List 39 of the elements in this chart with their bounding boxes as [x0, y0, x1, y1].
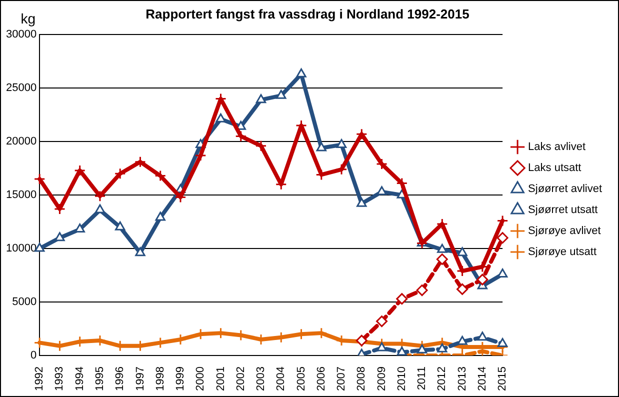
x-tick-label: 2007 [336, 366, 348, 392]
x-tick-label: 2004 [275, 366, 288, 392]
x-tick-label: 1996 [114, 366, 126, 392]
legend-label: Laks avlivet [528, 141, 586, 154]
x-tick-label: 1994 [74, 366, 86, 392]
x-tick-label: 2013 [456, 366, 468, 392]
x-tick-label: 2008 [356, 366, 368, 392]
x-tick-label: 2014 [476, 366, 488, 392]
x-tick-label: 2005 [295, 366, 308, 392]
chart-title: Rapportert fangst fra vassdrag i Nordland 1992-2015 [146, 6, 470, 22]
x-tick-label: 1997 [134, 366, 146, 392]
y-tick-label: 15000 [6, 189, 37, 202]
x-tick-label: 2002 [234, 366, 247, 392]
y-tick-label: 20000 [6, 136, 37, 148]
x-tick-label: 2001 [214, 366, 227, 392]
x-tick-label: 2009 [376, 366, 388, 392]
x-tick-label: 1992 [34, 366, 46, 392]
legend-label: Laks utsatt [528, 162, 582, 174]
legend-label: Sjørøye utsatt [528, 246, 597, 258]
y-tick-label: 5000 [12, 296, 37, 308]
y-tick-label: 25000 [6, 82, 37, 94]
x-tick-label: 2015 [496, 366, 509, 392]
legend-label: Sjøørret avlivet [528, 183, 602, 196]
x-tick-label: 2010 [396, 366, 408, 392]
y-tick-label: 30000 [6, 28, 37, 41]
x-tick-label: 2012 [436, 366, 448, 392]
y-tick-label: 10000 [6, 242, 37, 255]
y-tick-label: 0 [30, 350, 37, 362]
x-tick-label: 2011 [416, 366, 428, 390]
x-tick-label: 2000 [194, 366, 207, 392]
x-tick-label: 1993 [54, 366, 66, 392]
x-tick-label: 2006 [315, 366, 328, 392]
legend-label: Sjørøye avlivet [528, 225, 601, 238]
x-tick-label: 1998 [154, 366, 166, 392]
x-tick-label: 1999 [174, 366, 187, 392]
x-tick-label: 1995 [94, 366, 106, 392]
x-tick-label: 2003 [255, 366, 268, 392]
legend-label: Sjøørret utsatt [528, 204, 598, 216]
y-axis-title: kg [20, 10, 36, 26]
